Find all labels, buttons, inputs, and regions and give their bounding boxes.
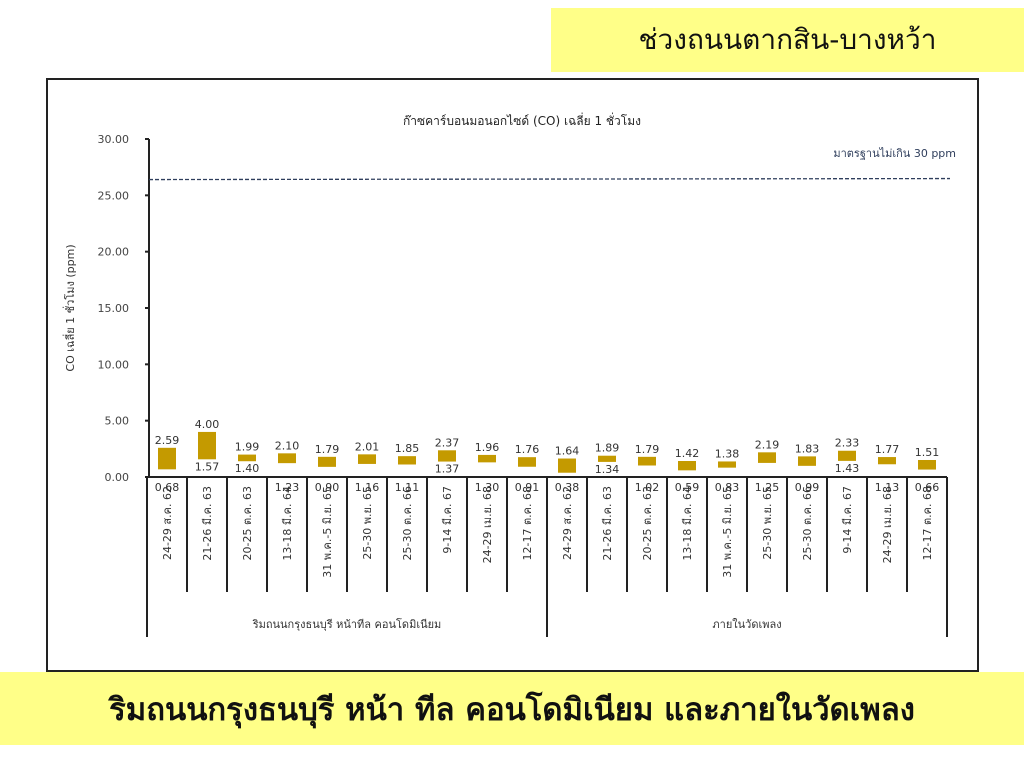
min-label: 1.13 [875,481,900,494]
section-title-text: ช่วงถนนตากสิน-บางหว้า [638,23,937,56]
category-label: 25-30 ต.ค. 66 [401,486,414,560]
range-bar [518,457,536,467]
y-tick-label: 0.00 [105,471,130,484]
max-label: 1.64 [555,445,580,458]
range-bar [918,459,936,470]
category-label: 12-17 ต.ค. 68 [521,486,534,560]
category-label: 24-29 ส.ค. 62 [561,486,574,560]
y-tick-label: 30.00 [98,133,130,146]
max-label: 1.79 [315,443,340,456]
max-label: 1.96 [475,441,500,454]
range-bar [318,456,336,467]
category-label: 13-18 มี.ค. 64 [681,486,694,561]
banner-text: ริมถนนกรุงธนบุรี หน้า ทีล คอนโดมิเนียม แ… [109,691,915,728]
range-bar [398,456,416,465]
range-bar [358,454,376,464]
category-label: 25-30 พ.ย. 65 [361,486,374,560]
min-label: 0.99 [795,481,820,494]
reference-line-label: มาตรฐานไม่เกิน 30 ppm [833,147,956,160]
category-label: 9-14 มี.ค. 67 [841,486,854,554]
category-label: 21-26 มี.ค. 63 [201,486,214,561]
y-tick-label: 20.00 [98,246,130,259]
y-tick-label: 5.00 [105,415,130,428]
max-label: 1.77 [875,443,900,456]
category-label: 20-25 ต.ค. 63 [641,486,654,560]
max-label: 1.42 [675,447,700,460]
range-bar [838,450,856,461]
group-label: ริมถนนกรุงธนบุรี หน้าทีล คอนโดมิเนียม [252,617,442,631]
range-bar [438,450,456,462]
range-bar [718,461,736,468]
min-label: 0.90 [315,481,340,494]
category-label: 9-14 มี.ค. 67 [441,486,454,554]
category-label: 20-25 ต.ค. 63 [241,486,254,560]
bottom-banner: ริมถนนกรุงธนบุรี หน้า ทีล คอนโดมิเนียม แ… [0,672,1024,745]
max-label: 1.38 [715,447,740,460]
min-label: 1.16 [355,481,380,494]
range-bar [878,457,896,465]
min-label: 1.25 [755,481,780,494]
y-tick-label: 15.00 [98,302,130,315]
range-bar [598,455,616,462]
range-bar [798,456,816,466]
max-label: 1.85 [395,442,420,455]
min-label: 1.40 [235,462,260,475]
min-label: 1.57 [195,460,220,473]
y-tick-label: 25.00 [98,189,130,202]
range-bar [198,431,216,460]
chart-frame: ก๊าซคาร์บอนมอนอกไซด์ (CO) เฉลี่ย 1 ชั่วโ… [46,78,979,672]
min-label: 1.43 [835,462,860,475]
max-label: 2.59 [155,434,180,447]
category-label: 25-30 พ.ย. 65 [761,486,774,560]
max-label: 2.33 [835,437,860,450]
reference-line [148,177,951,181]
max-label: 1.76 [515,443,540,456]
min-label: 1.02 [635,481,660,494]
max-label: 1.79 [635,443,660,456]
min-label: 1.34 [595,463,620,476]
min-label: 1.11 [395,481,420,494]
range-bar [478,454,496,463]
category-label: 12-17 ต.ค. 68 [921,486,934,560]
min-label: 0.59 [675,481,700,494]
category-label: 31 พ.ค.-5 มิ.ย. 65 [321,486,334,578]
category-label: 24-29 เม.ย. 68 [881,486,894,563]
category-label: 25-30 ต.ค. 66 [801,486,814,560]
min-label: 1.37 [435,463,460,476]
max-label: 2.01 [355,440,380,453]
chart-title: ก๊าซคาร์บอนมอนอกไซด์ (CO) เฉลี่ย 1 ชั่วโ… [403,112,641,128]
co-chart: ก๊าซคาร์บอนมอนอกไซด์ (CO) เฉลี่ย 1 ชั่วโ… [62,112,956,637]
min-label: 0.66 [915,481,940,494]
range-bar [238,454,256,462]
max-label: 1.99 [235,441,260,454]
max-label: 1.89 [595,442,620,455]
max-label: 4.00 [195,418,220,431]
min-label: 0.38 [555,481,580,494]
group-label: ภายในวัดเพลง [712,618,781,631]
min-label: 0.91 [515,481,540,494]
section-title: ช่วงถนนตากสิน-บางหว้า [551,8,1024,72]
max-label: 2.37 [435,436,460,449]
min-label: 1.30 [475,481,500,494]
category-label: 24-29 เม.ย. 68 [481,486,494,563]
range-bar [758,452,776,463]
y-tick-label: 10.00 [98,358,130,371]
min-label: 0.68 [155,481,180,494]
min-label: 0.83 [715,481,740,494]
y-axis-label: CO เฉลี่ย 1 ชั่วโมง (ppm) [62,244,77,371]
category-label: 24-29 ส.ค. 62 [161,486,174,560]
max-label: 1.51 [915,446,940,459]
range-bar [678,461,696,471]
max-label: 1.83 [795,442,820,455]
range-bar [158,447,176,470]
range-bar [558,458,576,473]
min-label: 1.23 [275,481,300,494]
category-label: 13-18 มี.ค. 64 [281,486,294,561]
category-label: 31 พ.ค.-5 มิ.ย. 65 [721,486,734,578]
max-label: 2.19 [755,438,780,451]
category-label: 21-26 มี.ค. 63 [601,486,614,561]
range-bar [638,456,656,466]
range-bar [278,453,296,464]
max-label: 2.10 [275,439,300,452]
